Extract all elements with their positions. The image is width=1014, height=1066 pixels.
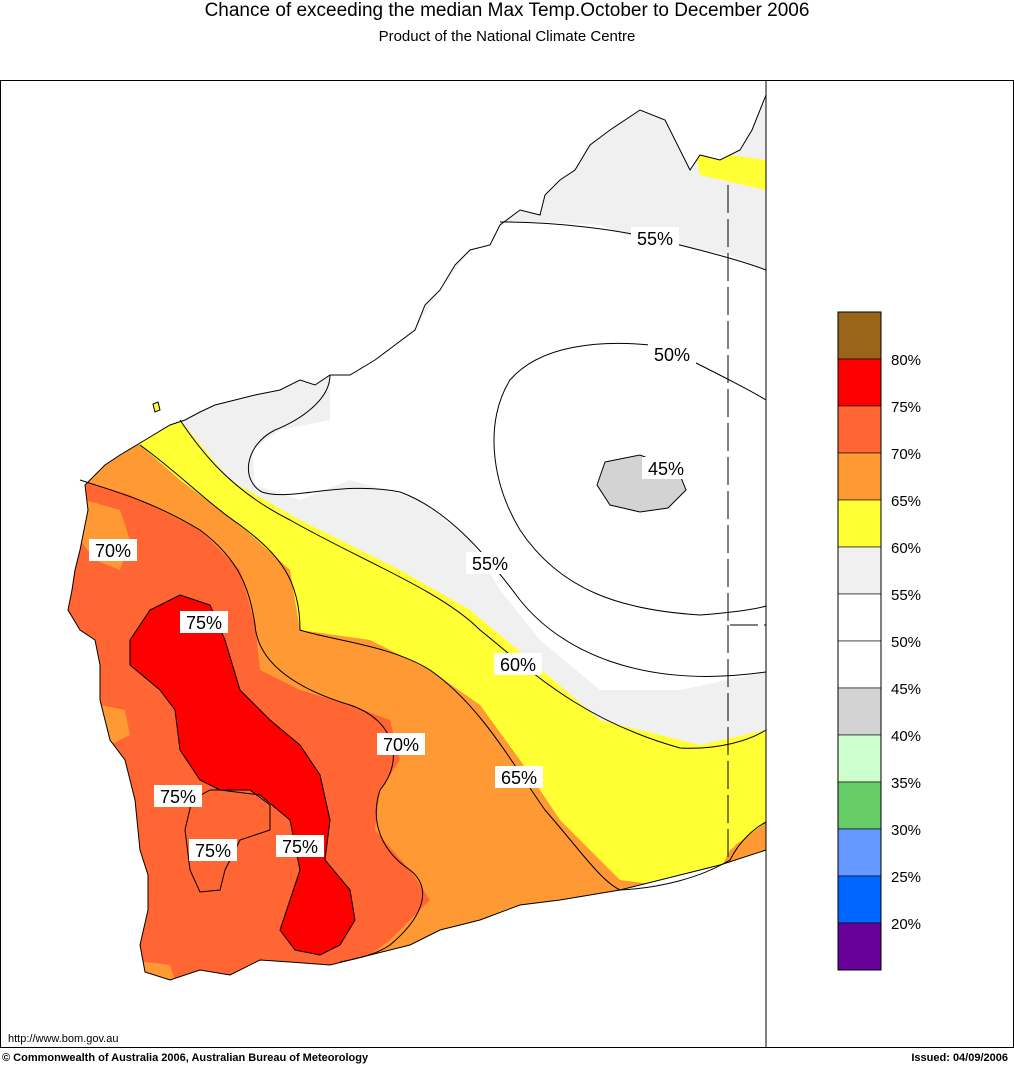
legend-label-60: 60%: [891, 540, 922, 557]
contour-line-55-central: [247, 374, 767, 677]
source-url: http://www.bom.gov.au: [8, 1033, 119, 1045]
contour-label-55-north-text: 55%: [637, 229, 673, 249]
contour-label-45-text: 45%: [648, 459, 684, 479]
legend-swatch-6: [837, 593, 882, 642]
contour-label-50-background: [648, 343, 696, 365]
contour-label-65-text: 65%: [501, 768, 537, 788]
contour-label-75-west-background: [154, 785, 202, 807]
contour-label-70-west-background: [89, 539, 137, 561]
contour-label-65: 65%: [495, 766, 543, 788]
contour-label-75-north: 75%: [180, 611, 228, 633]
legend-label-45: 45%: [891, 681, 922, 698]
contour-label-55-central-text: 55%: [472, 554, 508, 574]
contour-label-45-background: [642, 457, 690, 479]
legend-label-75: 75%: [891, 399, 922, 416]
contour-label-50: 50%: [648, 343, 696, 365]
contour-label-75-west: 75%: [154, 785, 202, 807]
contour-line-75-inner: [184, 789, 271, 893]
zone-50-55: [252, 95, 766, 690]
contour-label-75-south-background: [276, 835, 324, 857]
state-border: [727, 185, 766, 626]
contour-label-55-central-background: [466, 552, 514, 574]
contour-label-60-text: 60%: [500, 655, 536, 675]
contour-label-70-west-text: 70%: [95, 541, 131, 561]
contour-line-70: [79, 479, 424, 963]
contour-label-70-central-background: [377, 733, 425, 755]
legend-swatch-13: [837, 922, 882, 971]
page-subtitle: Product of the National Climate Centre: [378, 28, 636, 45]
contour-label-75-north-text: 75%: [186, 613, 222, 633]
contour-label-45: 45%: [642, 457, 690, 479]
contour-label-60: 60%: [494, 653, 542, 675]
legend-swatch-0: [837, 311, 882, 360]
legend-swatch-12: [837, 875, 882, 924]
zone-75-80: [130, 595, 355, 955]
legend-label-80: 80%: [891, 352, 922, 369]
contour-label-70-central-text: 70%: [383, 735, 419, 755]
contour-line-65: [139, 444, 767, 891]
contour-label-75-south: 75%: [276, 835, 324, 857]
coastal-island: [152, 401, 161, 413]
contour-label-70-west: 70%: [89, 539, 137, 561]
legend-swatch-1: [837, 358, 882, 407]
zone-ne-yellow: [695, 150, 766, 190]
contour-label-75-south-text: 75%: [282, 837, 318, 857]
legend-label-55: 55%: [891, 587, 922, 604]
copyright-notice: © Commonwealth of Australia 2006, Austra…: [2, 1052, 369, 1064]
legend-swatch-10: [837, 781, 882, 830]
legend-swatches: [837, 311, 882, 971]
contour-label-70-central: 70%: [377, 733, 425, 755]
contour-line-60: [179, 419, 767, 749]
legend-label-40: 40%: [891, 728, 922, 745]
legend-swatch-8: [837, 687, 882, 736]
legend-swatch-3: [837, 452, 882, 501]
contour-label-75-north-background: [180, 611, 228, 633]
legend-label-70: 70%: [891, 446, 922, 463]
contour-label-50-text: 50%: [654, 345, 690, 365]
legend-swatch-4: [837, 499, 882, 548]
contour-line-75: [129, 594, 356, 956]
coastline: [67, 94, 767, 981]
contour-label-55-north: 55%: [631, 227, 679, 249]
contour-label-75-south-west: 75%: [189, 839, 237, 861]
page-title: Chance of exceeding the median Max Temp.…: [204, 0, 810, 21]
legend-swatch-9: [837, 734, 882, 783]
legend-label-25: 25%: [891, 869, 922, 886]
contour-label-75-west-text: 75%: [160, 787, 196, 807]
contour-label-75-south-west-background: [189, 839, 237, 861]
legend-label-20: 20%: [891, 916, 922, 933]
legend-outline: [837, 311, 882, 971]
issued-date: Issued: 04/09/2006: [911, 1052, 1008, 1064]
legend-label-35: 35%: [891, 775, 922, 792]
legend-swatch-2: [837, 405, 882, 454]
contour-label-55-central: 55%: [466, 552, 514, 574]
contour-label-65-background: [495, 766, 543, 788]
contour-label-55-north-background: [631, 227, 679, 249]
legend-label-65: 65%: [891, 493, 922, 510]
contour-labels: 55% 50% 45% 55% 60% 65% 70% 70% 75% 75% 75% 75%: [89, 227, 696, 861]
contour-line-50: [493, 342, 767, 616]
legend-swatch-11: [837, 828, 882, 877]
legend-label-50: 50%: [891, 634, 922, 651]
legend-label-30: 30%: [891, 822, 922, 839]
contour-label-60-background: [494, 653, 542, 675]
legend-swatch-7: [837, 640, 882, 689]
legend-swatch-5: [837, 546, 882, 595]
contour-label-75-south-west-text: 75%: [195, 841, 231, 861]
